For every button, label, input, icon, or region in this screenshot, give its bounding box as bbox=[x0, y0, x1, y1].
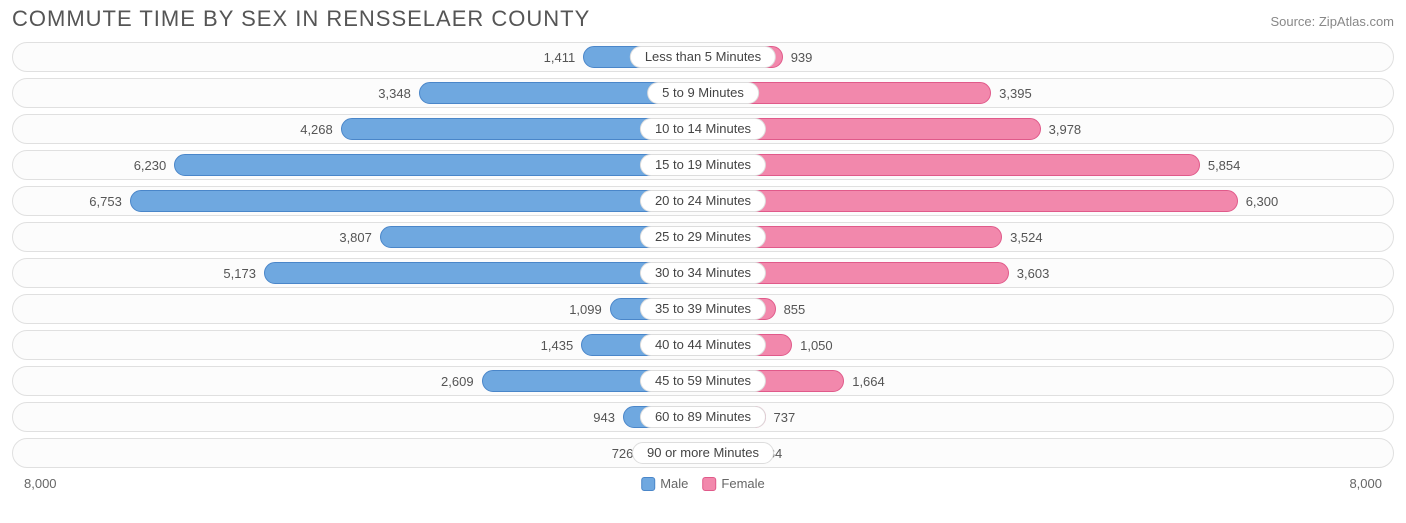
bar-male bbox=[264, 262, 703, 284]
legend-swatch bbox=[641, 477, 655, 491]
category-label: 20 to 24 Minutes bbox=[640, 190, 766, 212]
value-label-male: 6,753 bbox=[89, 187, 122, 217]
chart-row: 10 to 14 Minutes 4,268 3,978 bbox=[12, 114, 1394, 144]
value-label-male: 1,435 bbox=[541, 331, 574, 361]
value-label-female: 939 bbox=[791, 43, 813, 73]
value-label-female: 855 bbox=[784, 295, 806, 325]
chart-row: 15 to 19 Minutes 6,230 5,854 bbox=[12, 150, 1394, 180]
value-label-female: 3,978 bbox=[1049, 115, 1082, 145]
value-label-male: 6,230 bbox=[134, 151, 167, 181]
chart-row: 40 to 44 Minutes 1,435 1,050 bbox=[12, 330, 1394, 360]
category-label: 60 to 89 Minutes bbox=[640, 406, 766, 428]
chart-row: 35 to 39 Minutes 1,099 855 bbox=[12, 294, 1394, 324]
chart-row: 5 to 9 Minutes 3,348 3,395 bbox=[12, 78, 1394, 108]
category-label: 40 to 44 Minutes bbox=[640, 334, 766, 356]
value-label-female: 3,603 bbox=[1017, 259, 1050, 289]
chart-header: COMMUTE TIME BY SEX IN RENSSELAER COUNTY… bbox=[0, 0, 1406, 42]
axis-max-right: 8,000 bbox=[1349, 476, 1382, 491]
chart-row: 90 or more Minutes726584 bbox=[12, 438, 1394, 468]
category-label: Less than 5 Minutes bbox=[630, 46, 776, 68]
value-label-female: 5,854 bbox=[1208, 151, 1241, 181]
chart-footer: 8,000 Male Female 8,000 bbox=[0, 474, 1406, 491]
value-label-male: 3,348 bbox=[378, 79, 411, 109]
category-label: 35 to 39 Minutes bbox=[640, 298, 766, 320]
value-label-male: 2,609 bbox=[441, 367, 474, 397]
bar-female bbox=[703, 190, 1238, 212]
category-label: 30 to 34 Minutes bbox=[640, 262, 766, 284]
chart-source: Source: ZipAtlas.com bbox=[1270, 14, 1394, 29]
value-label-male: 726 bbox=[612, 439, 634, 469]
chart-row: 25 to 29 Minutes 3,807 3,524 bbox=[12, 222, 1394, 252]
value-label-male: 3,807 bbox=[339, 223, 372, 253]
value-label-male: 1,099 bbox=[569, 295, 602, 325]
axis-max-left: 8,000 bbox=[24, 476, 57, 491]
value-label-male: 5,173 bbox=[223, 259, 256, 289]
category-label: 15 to 19 Minutes bbox=[640, 154, 766, 176]
legend: Male Female bbox=[641, 476, 765, 491]
value-label-female: 6,300 bbox=[1246, 187, 1279, 217]
legend-item: Female bbox=[702, 476, 764, 491]
chart-row: 20 to 24 Minutes 6,753 6,300 bbox=[12, 186, 1394, 216]
chart-title: COMMUTE TIME BY SEX IN RENSSELAER COUNTY bbox=[12, 6, 590, 32]
value-label-male: 4,268 bbox=[300, 115, 333, 145]
value-label-female: 3,395 bbox=[999, 79, 1032, 109]
legend-label: Female bbox=[721, 476, 764, 491]
category-label: 5 to 9 Minutes bbox=[647, 82, 759, 104]
chart-row: 60 to 89 Minutes 943 737 bbox=[12, 402, 1394, 432]
value-label-female: 3,524 bbox=[1010, 223, 1043, 253]
chart-row: Less than 5 Minutes 1,411 939 bbox=[12, 42, 1394, 72]
value-label-female: 1,664 bbox=[852, 367, 885, 397]
value-label-female: 737 bbox=[774, 403, 796, 433]
value-label-female: 1,050 bbox=[800, 331, 833, 361]
bar-male bbox=[130, 190, 703, 212]
bar-female bbox=[703, 154, 1200, 176]
bar-male bbox=[174, 154, 703, 176]
category-label: 25 to 29 Minutes bbox=[640, 226, 766, 248]
chart-area: Less than 5 Minutes 1,411 939 5 to 9 Minute… bbox=[0, 42, 1406, 468]
chart-row: 45 to 59 Minutes 2,609 1,664 bbox=[12, 366, 1394, 396]
value-label-male: 1,411 bbox=[544, 43, 576, 73]
value-label-male: 943 bbox=[593, 403, 615, 433]
category-label: 90 or more Minutes bbox=[632, 442, 774, 464]
chart-row: 30 to 34 Minutes 5,173 3,603 bbox=[12, 258, 1394, 288]
legend-swatch bbox=[702, 477, 716, 491]
legend-label: Male bbox=[660, 476, 688, 491]
category-label: 45 to 59 Minutes bbox=[640, 370, 766, 392]
category-label: 10 to 14 Minutes bbox=[640, 118, 766, 140]
legend-item: Male bbox=[641, 476, 688, 491]
